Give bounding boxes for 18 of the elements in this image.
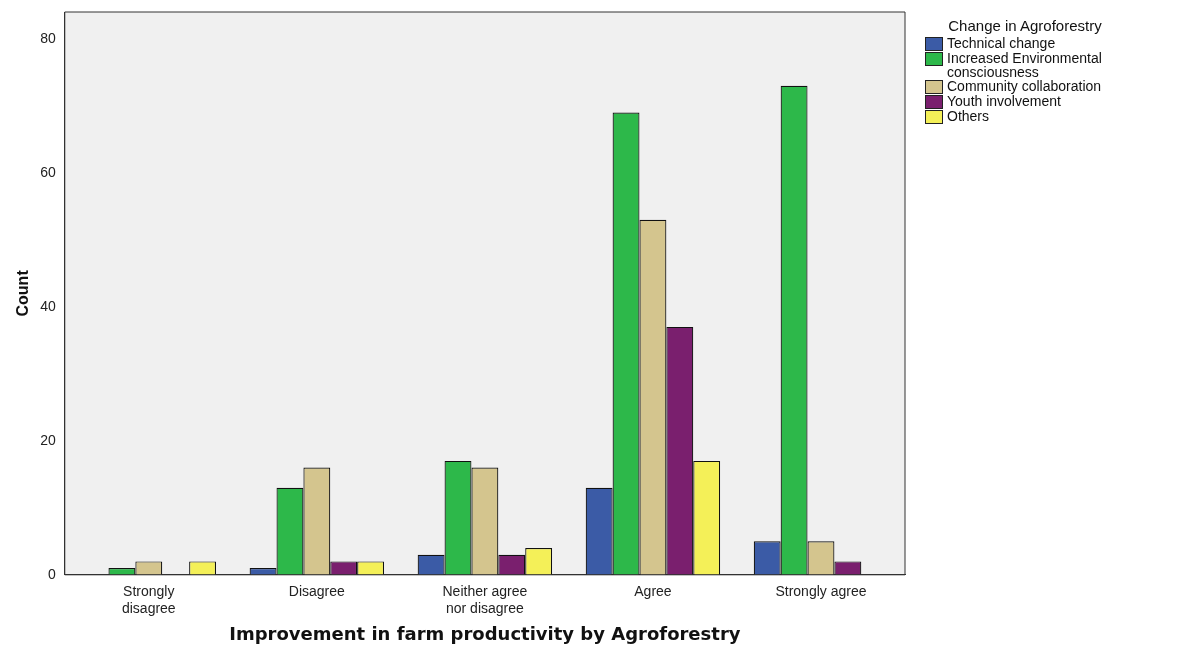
legend-label: Youth involvement [947,93,1061,109]
y-tick-label: 40 [40,297,56,314]
y-tick-label: 80 [40,29,56,46]
y-tick-label: 20 [40,431,56,448]
x-tick-label: Agree [634,583,672,600]
legend-label: Technical change [947,35,1056,51]
y-axis-title: Count [14,269,32,317]
x-tick-label: Strongly disagree [121,583,176,616]
y-tick-label: 60 [40,163,56,180]
y-tick-label: 0 [47,565,56,582]
legend-label: Community collaboration [947,78,1102,94]
x-axis-title: Improvement in farm productivity by Agroforestry [229,622,741,644]
x-tick-label: Neither agree nor disagree [442,583,528,616]
x-tick-label: Strongly agree [775,583,867,600]
x-tick-label: Disagree [288,583,346,600]
legend-label: Others [947,108,990,124]
legend-title: Change in Agroforestry [947,17,1103,34]
legend-label: Increased Environmental consciousness [947,50,1103,80]
